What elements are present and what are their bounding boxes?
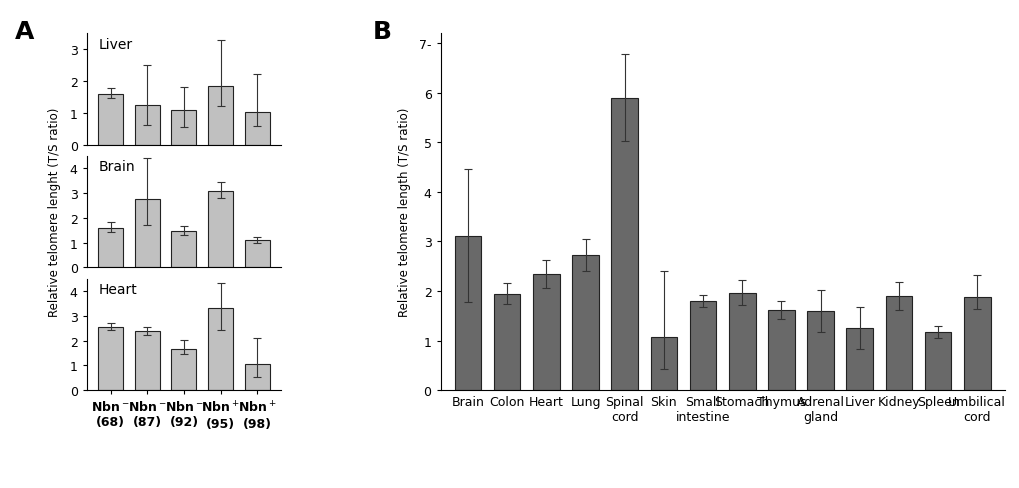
Bar bbox=[245, 241, 270, 268]
Bar bbox=[171, 231, 197, 268]
Bar bbox=[963, 297, 989, 390]
Bar bbox=[208, 308, 233, 390]
Bar bbox=[650, 337, 677, 390]
Bar bbox=[610, 99, 637, 390]
Bar bbox=[171, 111, 197, 145]
Bar bbox=[171, 349, 197, 390]
Bar bbox=[98, 327, 123, 390]
Bar bbox=[533, 274, 559, 390]
Y-axis label: Relative telomere length (T/S ratio): Relative telomere length (T/S ratio) bbox=[397, 108, 411, 317]
Text: B: B bbox=[372, 20, 391, 43]
Text: Heart: Heart bbox=[98, 283, 137, 296]
Text: Liver: Liver bbox=[98, 38, 132, 51]
Bar bbox=[98, 95, 123, 145]
Bar bbox=[208, 192, 233, 268]
Bar bbox=[135, 106, 160, 145]
Bar bbox=[729, 293, 755, 390]
Bar bbox=[245, 113, 270, 145]
Bar bbox=[924, 332, 951, 390]
Bar bbox=[493, 294, 520, 390]
Bar bbox=[572, 256, 598, 390]
Y-axis label: Relative telomere lenght (T/S ratio): Relative telomere lenght (T/S ratio) bbox=[48, 108, 61, 317]
Bar bbox=[454, 236, 481, 390]
Bar bbox=[135, 200, 160, 268]
Bar bbox=[689, 301, 715, 390]
Bar bbox=[846, 328, 872, 390]
Bar bbox=[135, 331, 160, 390]
Bar bbox=[884, 296, 911, 390]
Text: Brain: Brain bbox=[98, 160, 135, 174]
Text: A: A bbox=[15, 20, 35, 43]
Bar bbox=[208, 87, 233, 145]
Bar bbox=[806, 311, 834, 390]
Bar bbox=[245, 365, 270, 390]
Bar bbox=[98, 228, 123, 268]
Bar bbox=[767, 310, 794, 390]
